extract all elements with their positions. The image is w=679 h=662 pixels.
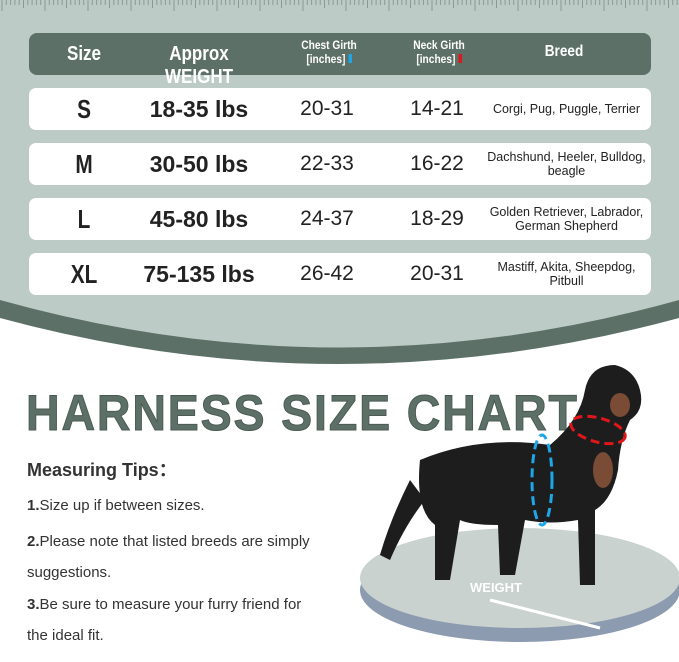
weight-cell: 75-135 lbs bbox=[143, 260, 255, 287]
header-breed: Breed bbox=[544, 43, 584, 60]
neck-girth-marker bbox=[569, 414, 627, 446]
ruler-ticks bbox=[1, 0, 678, 11]
neck-marker-icon bbox=[458, 54, 462, 63]
scale-needle bbox=[489, 598, 601, 630]
dog-on-scale-illustration: WEIGHT bbox=[360, 365, 679, 642]
table-row: S 18-35 lbs 20-31 14-21 Corgi, Pug, Pugg… bbox=[29, 88, 651, 130]
chest-girth-marker bbox=[530, 433, 554, 527]
neck-cell: 20-31 bbox=[410, 262, 464, 285]
neck-cell: 16-22 bbox=[410, 152, 464, 175]
header-weight: Approx WEIGHT bbox=[165, 43, 233, 88]
tip-3: 3.Be sure to measure your furry friend f… bbox=[27, 596, 302, 644]
chest-cell: 20-31 bbox=[300, 97, 354, 120]
header-neck: Neck Girth [inches] bbox=[413, 38, 465, 66]
neck-cell: 18-29 bbox=[410, 207, 464, 230]
breed-cell: Dachshund, Heeler, Bulldog, beagle bbox=[487, 150, 646, 178]
size-cell: M bbox=[75, 148, 93, 179]
table-header: Size Approx WEIGHT Chest Girth [inches] N… bbox=[29, 33, 651, 88]
breed-cell: Mastiff, Akita, Sheepdog, Pitbull bbox=[497, 260, 636, 288]
breed-cell: Corgi, Pug, Puggle, Terrier bbox=[492, 102, 641, 116]
chest-cell: 22-33 bbox=[300, 152, 354, 175]
tips-heading: Measuring Tips： bbox=[27, 460, 177, 480]
size-cell: S bbox=[77, 93, 91, 124]
weight-cell: 18-35 lbs bbox=[149, 95, 249, 122]
tip-2: 2.Please note that listed breeds are sim… bbox=[27, 533, 310, 581]
scale-label: WEIGHT bbox=[470, 580, 522, 595]
size-cell: L bbox=[77, 203, 91, 234]
chest-cell: 26-42 bbox=[300, 262, 354, 285]
chest-marker-icon bbox=[348, 54, 352, 63]
header-chest: Chest Girth [inches] bbox=[301, 38, 357, 66]
chest-cell: 24-37 bbox=[300, 207, 354, 230]
chart-title: HARNESS SIZE CHART bbox=[26, 385, 579, 442]
table-row: M 30-50 lbs 22-33 16-22 Dachshund, Heele… bbox=[29, 143, 651, 185]
tip-1: 1.Size up if between sizes. bbox=[27, 497, 205, 514]
breed-cell: Golden Retriever, Labrador, German Sheph… bbox=[489, 205, 644, 233]
table-row: L 45-80 lbs 24-37 18-29 Golden Retriever… bbox=[29, 198, 651, 240]
table-row: XL 75-135 lbs 26-42 20-31 Mastiff, Akita… bbox=[29, 253, 651, 295]
size-cell: XL bbox=[70, 258, 98, 289]
header-size: Size bbox=[66, 43, 102, 65]
weight-cell: 30-50 lbs bbox=[149, 150, 249, 177]
dog-icon bbox=[380, 365, 642, 585]
neck-cell: 14-21 bbox=[410, 97, 464, 120]
weight-cell: 45-80 lbs bbox=[149, 205, 249, 232]
